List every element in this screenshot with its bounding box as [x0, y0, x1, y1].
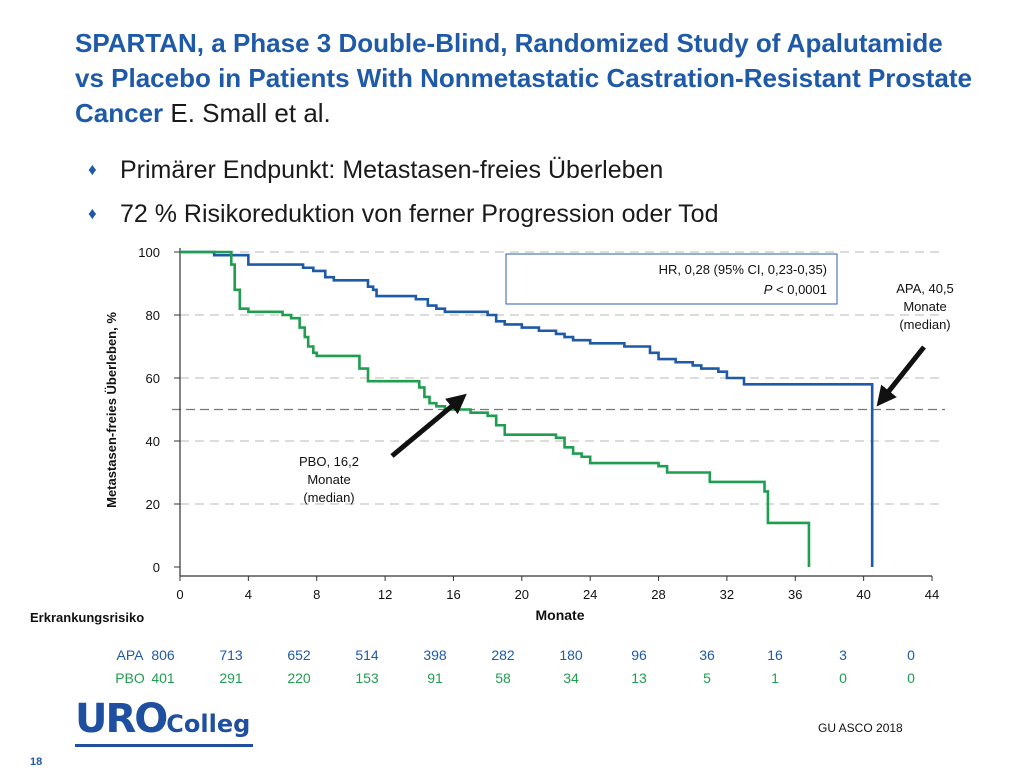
- diamond-bullet-icon: ♦: [88, 160, 97, 179]
- risk-cell: 3: [839, 647, 847, 663]
- bullet-text: 72 % Risikoreduktion von ferner Progress…: [120, 200, 719, 228]
- logo-uro: URO: [75, 696, 168, 742]
- slide-title: SPARTAN, a Phase 3 Double-Blind, Randomi…: [75, 26, 975, 131]
- risk-cell: 652: [287, 647, 311, 663]
- x-tick-label: 12: [378, 587, 392, 602]
- risk-cell: 16: [767, 647, 783, 663]
- x-tick-label: 24: [583, 587, 597, 602]
- median-annotation-text: (median): [899, 317, 950, 332]
- y-tick-label: 40: [146, 434, 160, 449]
- bullet-text: Primärer Endpunkt: Metastasen-freies Übe…: [120, 156, 664, 184]
- risk-cell: 806: [151, 647, 175, 663]
- title-authors: E. Small et al.: [170, 98, 331, 128]
- risk-cell: 1: [771, 670, 779, 686]
- hr-box: [505, 253, 838, 305]
- x-tick-label: 40: [856, 587, 870, 602]
- median-arrow-apa: [876, 345, 926, 407]
- risk-table-title: Erkrankungsrisiko: [30, 610, 145, 625]
- urocolleg-logo: UROColleg: [75, 696, 253, 747]
- source-citation: GU ASCO 2018: [818, 721, 903, 735]
- risk-cell: 713: [219, 647, 243, 663]
- page-number: 18: [30, 756, 43, 768]
- series-line-apa: [180, 250, 874, 567]
- bullet-list: ♦ Primärer Endpunkt: Metastasen-freies Üb…: [88, 148, 718, 236]
- p-value-text: P < 0,0001: [764, 282, 827, 297]
- p-rest: < 0,0001: [772, 282, 827, 297]
- median-annotation-text: (median): [303, 490, 354, 505]
- logo-colleg: Colleg: [166, 710, 251, 738]
- x-tick-label: 0: [176, 587, 183, 602]
- x-axis-label: Monate: [536, 607, 585, 623]
- x-tick-label: 28: [651, 587, 665, 602]
- median-annotation-text: Monate: [903, 299, 946, 314]
- median-annotation-text: APA, 40,5: [896, 281, 954, 296]
- x-tick-label: 44: [925, 587, 939, 602]
- risk-cell: 291: [219, 670, 243, 686]
- bullet-item: ♦ 72 % Risikoreduktion von ferner Progres…: [88, 192, 718, 236]
- risk-cell: 0: [907, 647, 915, 663]
- x-tick-label: 32: [720, 587, 734, 602]
- y-tick-label: 100: [138, 245, 160, 260]
- risk-row-name: APA: [116, 647, 144, 663]
- median-arrow-pbo: [390, 393, 467, 458]
- series-line-pbo: [180, 250, 811, 567]
- x-tick-label: 4: [245, 587, 252, 602]
- y-tick-label: 80: [146, 308, 160, 323]
- risk-cell: 91: [427, 670, 443, 686]
- y-axis-label: Metastasen-freies Überleben, %: [104, 312, 119, 508]
- risk-row-name: PBO: [115, 670, 145, 686]
- diamond-bullet-icon: ♦: [88, 204, 97, 223]
- p-italic: P: [764, 282, 773, 297]
- risk-cell: 58: [495, 670, 511, 686]
- risk-cell: 5: [703, 670, 711, 686]
- median-annotation-text: Monate: [307, 472, 350, 487]
- risk-cell: 96: [631, 647, 647, 663]
- x-tick-label: 8: [313, 587, 320, 602]
- risk-cell: 13: [631, 670, 647, 686]
- y-tick-label: 60: [146, 371, 160, 386]
- y-tick-label: 20: [146, 497, 160, 512]
- logo-underline: [75, 744, 253, 747]
- risk-cell: 220: [287, 670, 311, 686]
- risk-cell: 180: [559, 647, 583, 663]
- risk-cell: 153: [355, 670, 379, 686]
- risk-cell: 514: [355, 647, 379, 663]
- risk-cell: 398: [423, 647, 447, 663]
- title-text: SPARTAN, a Phase 3 Double-Blind, Randomi…: [75, 28, 972, 128]
- y-tick-label: 0: [153, 560, 160, 575]
- x-tick-label: 20: [515, 587, 529, 602]
- risk-cell: 0: [839, 670, 847, 686]
- bullet-item: ♦ Primärer Endpunkt: Metastasen-freies Üb…: [88, 148, 718, 192]
- risk-cell: 282: [491, 647, 515, 663]
- risk-cell: 36: [699, 647, 715, 663]
- median-annotation-text: PBO, 16,2: [299, 454, 359, 469]
- risk-cell: 401: [151, 670, 175, 686]
- x-tick-label: 36: [788, 587, 802, 602]
- risk-cell: 0: [907, 670, 915, 686]
- risk-cell: 34: [563, 670, 579, 686]
- hr-text: HR, 0,28 (95% CI, 0,23-0,35): [659, 262, 827, 277]
- x-tick-label: 16: [446, 587, 460, 602]
